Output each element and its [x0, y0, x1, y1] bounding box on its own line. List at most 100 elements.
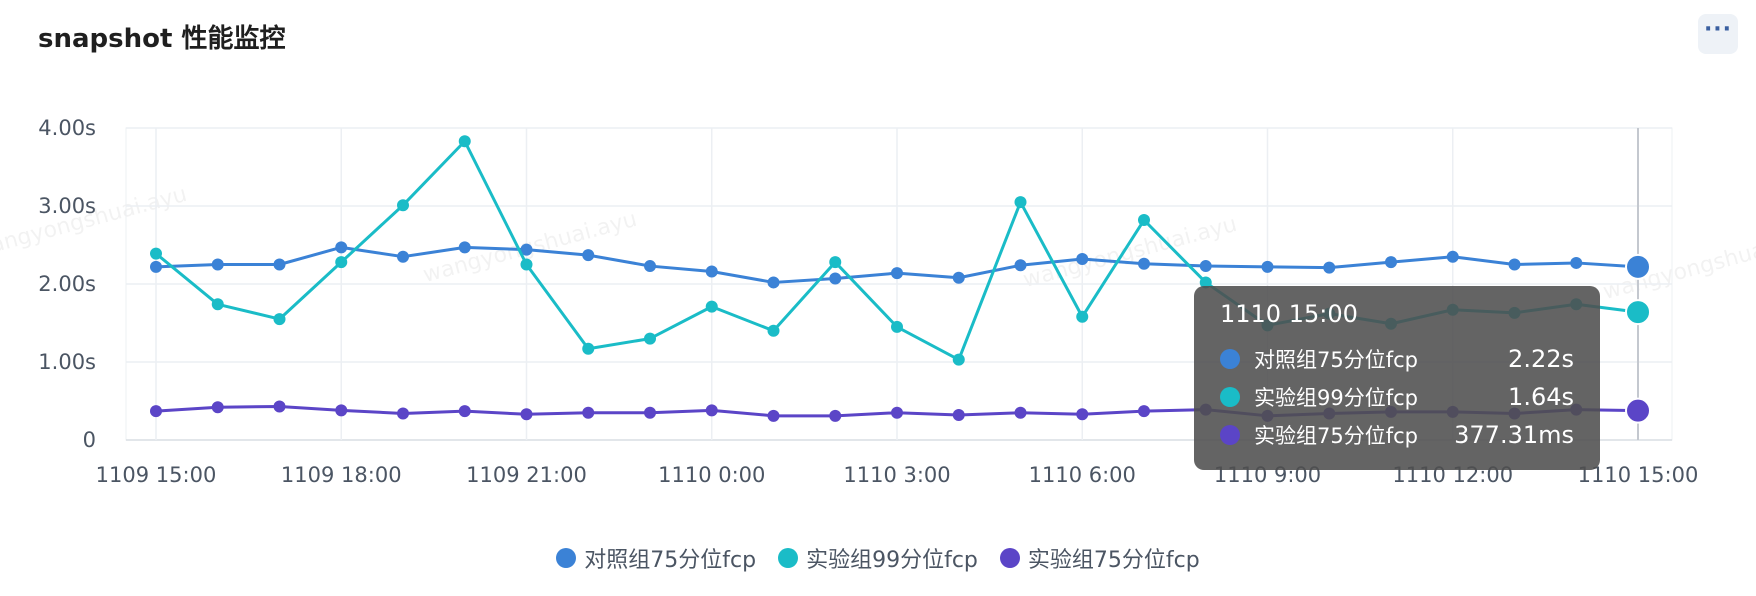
data-point-series-1	[397, 199, 409, 212]
data-point-series-1	[829, 256, 842, 269]
data-point-series-2	[1138, 405, 1150, 418]
data-point-series-2	[1625, 397, 1651, 424]
data-point-series-2	[273, 400, 286, 413]
data-point-series-1	[520, 258, 533, 271]
x-tick-label: 1110 15:00	[1578, 463, 1699, 487]
tooltip-dot-icon	[1220, 349, 1240, 369]
x-tick-label: 1110 3:00	[843, 463, 950, 487]
data-point-series-0	[952, 271, 965, 284]
data-point-series-0	[1014, 259, 1027, 272]
data-point-series-0	[829, 272, 842, 285]
data-point-series-1	[1138, 214, 1150, 227]
more-options-button[interactable]: ···	[1698, 14, 1738, 54]
x-tick-label: 1109 21:00	[466, 463, 587, 487]
legend-dot-icon	[556, 548, 577, 568]
data-point-series-2	[705, 404, 718, 417]
data-point-series-1	[273, 313, 286, 326]
data-point-series-2	[952, 409, 965, 422]
legend-label: 实验组99分位fcp	[806, 548, 978, 573]
data-point-series-0	[273, 258, 286, 271]
y-tick-label: 1.00s	[38, 350, 96, 374]
x-tick-label: 1110 6:00	[1029, 463, 1136, 487]
legend-dot-icon	[778, 548, 799, 568]
data-point-series-1	[335, 256, 348, 269]
y-tick-label: 2.00s	[38, 272, 96, 296]
x-tick-label: 1109 15:00	[96, 463, 217, 487]
data-point-series-0	[582, 249, 595, 262]
data-point-series-0	[150, 260, 162, 273]
page-title: snapshot 性能监控	[38, 24, 286, 54]
data-point-series-0	[397, 250, 409, 263]
tooltip-dot-icon	[1220, 387, 1240, 407]
tooltip-series-value: 377.31ms	[1454, 421, 1574, 449]
data-point-series-2	[1076, 408, 1089, 421]
data-point-series-2	[829, 409, 842, 422]
data-point-series-0	[1508, 258, 1521, 271]
data-point-series-1	[211, 298, 224, 311]
legend-label: 实验组75分位fcp	[1027, 548, 1200, 573]
data-point-series-0	[1625, 253, 1651, 280]
chart-tooltip: 1110 15:00 对照组75分位fcp 2.22s 实验组99分位fcp 1…	[1194, 286, 1600, 470]
tooltip-series-name: 实验组99分位fcp	[1254, 386, 1418, 410]
data-point-series-0	[335, 241, 348, 254]
tooltip-row: 实验组75分位fcp 377.31ms	[1220, 416, 1574, 454]
data-point-series-2	[1014, 406, 1027, 419]
y-tick-label: 0	[83, 428, 96, 452]
data-point-series-1	[458, 135, 471, 148]
data-point-series-0	[1385, 256, 1397, 269]
data-point-series-0	[1076, 253, 1089, 266]
tooltip-title: 1110 15:00	[1220, 300, 1358, 328]
data-point-series-0	[644, 260, 656, 273]
data-point-series-2	[150, 405, 162, 418]
data-point-series-1	[767, 324, 780, 337]
data-point-series-0	[458, 241, 471, 254]
legend-item-control-p75[interactable]: 对照组75分位fcp	[556, 542, 756, 574]
data-point-series-0	[520, 243, 533, 256]
data-point-series-0	[1446, 250, 1459, 263]
tooltip-row: 对照组75分位fcp 2.22s	[1220, 340, 1574, 378]
data-point-series-2	[211, 401, 224, 414]
data-point-series-2	[891, 406, 903, 419]
data-point-series-0	[1199, 260, 1212, 273]
data-point-series-2	[458, 405, 471, 418]
tooltip-series-name: 对照组75分位fcp	[1254, 348, 1418, 372]
data-point-series-2	[582, 406, 595, 419]
more-icon: ···	[1703, 17, 1733, 42]
data-point-series-0	[891, 267, 903, 280]
data-point-series-0	[1261, 260, 1274, 273]
legend-item-experiment-p99[interactable]: 实验组99分位fcp	[778, 542, 978, 574]
data-point-series-1	[705, 300, 718, 313]
legend-dot-icon	[999, 548, 1020, 568]
y-tick-label: 3.00s	[38, 194, 96, 218]
data-point-series-0	[705, 265, 718, 278]
data-point-series-1	[644, 332, 656, 345]
y-tick-label: 4.00s	[38, 116, 96, 140]
tooltip-dot-icon	[1220, 425, 1240, 445]
tooltip-series-value: 2.22s	[1508, 345, 1574, 373]
data-point-series-1	[1625, 299, 1651, 326]
data-point-series-0	[1138, 257, 1150, 270]
data-point-series-2	[767, 409, 780, 422]
data-point-series-1	[952, 353, 965, 366]
data-point-series-1	[1199, 276, 1212, 289]
data-point-series-2	[335, 404, 348, 417]
chart-legend: 对照组75分位fcp 实验组99分位fcp 实验组75分位fcp	[0, 542, 1756, 574]
tooltip-series-name: 实验组75分位fcp	[1254, 424, 1418, 448]
data-point-series-1	[1014, 196, 1027, 209]
data-point-series-0	[1323, 261, 1336, 274]
data-point-series-1	[582, 342, 595, 355]
data-point-series-2	[397, 407, 409, 420]
data-point-series-2	[520, 408, 533, 421]
data-point-series-0	[211, 258, 224, 271]
x-tick-label: 1110 0:00	[658, 463, 765, 487]
tooltip-row: 实验组99分位fcp 1.64s	[1220, 378, 1574, 416]
x-tick-label: 1109 18:00	[281, 463, 402, 487]
data-point-series-2	[644, 406, 656, 419]
data-point-series-1	[1076, 310, 1089, 323]
data-point-series-0	[1570, 256, 1583, 269]
legend-label: 对照组75分位fcp	[584, 548, 757, 573]
tooltip-series-value: 1.64s	[1508, 383, 1574, 411]
data-point-series-1	[891, 320, 903, 333]
data-point-series-0	[767, 276, 780, 289]
legend-item-experiment-p75[interactable]: 实验组75分位fcp	[999, 542, 1200, 574]
